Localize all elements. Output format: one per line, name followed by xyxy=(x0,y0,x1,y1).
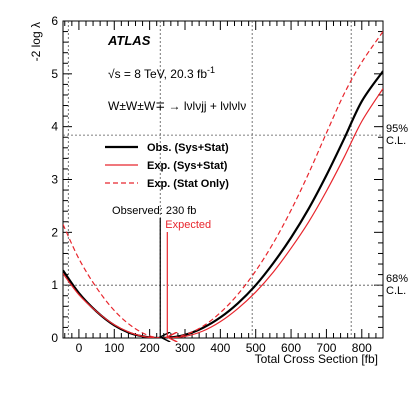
x-axis-label: Total Cross Section [fb] xyxy=(255,352,378,366)
process-label: W±W±W∓ → lνlνjj + lνlνlν xyxy=(108,99,246,113)
x-tick-label: 100 xyxy=(104,341,124,355)
markers xyxy=(160,218,167,337)
energy-superscript: -1 xyxy=(207,65,215,75)
legend-label: Obs. (Sys+Stat) xyxy=(147,142,229,154)
cl-labels: 68%C.L.95%C.L. xyxy=(386,123,408,297)
marker-labels: Observed: 230 fb Expected xyxy=(112,205,211,231)
x-tick-label: 400 xyxy=(210,341,230,355)
experiment-label: ATLAS xyxy=(107,33,151,48)
y-tick-label: 0 xyxy=(51,331,58,345)
x-tick-label: 600 xyxy=(281,341,301,355)
legend: Obs. (Sys+Stat) Exp. (Sys+Stat) Exp. (Stat… xyxy=(105,142,229,190)
y-tick-labels: 0 1 2 3 4 5 6 xyxy=(51,14,58,345)
series-line-2 xyxy=(63,88,383,338)
x-tick-label: 300 xyxy=(175,341,195,355)
expected-label: Expected xyxy=(165,219,211,231)
legend-label: Exp. (Stat Only) xyxy=(147,178,229,190)
energy-label: √s = 8 TeV, 20.3 fb-1 xyxy=(108,65,215,81)
cl-label-text: C.L. xyxy=(386,285,406,297)
x-tick-labels: 0 100 200 300 400 500 600 700 800 xyxy=(76,341,373,355)
legend-label: Exp. (Sys+Stat) xyxy=(147,160,228,172)
y-tick-label: 2 xyxy=(51,225,58,239)
energy-text: √s = 8 TeV, 20.3 fb xyxy=(108,67,207,81)
x-tick-label: 0 xyxy=(76,341,83,355)
cl-label-percent: 95% xyxy=(386,123,408,135)
x-tick-label: 800 xyxy=(352,341,372,355)
y-tick-label: 1 xyxy=(51,278,58,292)
y-tick-label: 4 xyxy=(51,120,58,134)
y-axis-label: -2 log λ xyxy=(29,22,43,61)
curves xyxy=(63,31,383,338)
x-tick-label: 200 xyxy=(140,341,160,355)
y-tick-label: 6 xyxy=(51,14,58,28)
y-tick-label: 5 xyxy=(51,67,58,81)
cl-label-percent: 68% xyxy=(386,273,408,285)
cl-label-text: C.L. xyxy=(386,135,406,147)
x-tick-label: 700 xyxy=(316,341,336,355)
observed-label: Observed: 230 fb xyxy=(112,205,196,217)
y-tick-label: 3 xyxy=(51,173,58,187)
series-line-3 xyxy=(63,31,383,338)
x-tick-label: 500 xyxy=(246,341,266,355)
cl-lines xyxy=(63,134,383,286)
